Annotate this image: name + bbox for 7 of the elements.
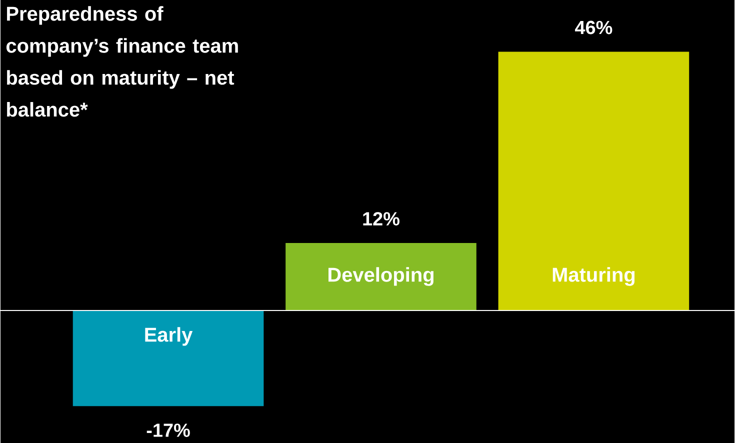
- data-label: 12%: [363, 212, 400, 226]
- x-tick-label: Early: [145, 326, 193, 346]
- x-tick-label: Maturing: [552, 266, 635, 286]
- chart-title: Preparedness of company’s finance team based on maturity – net balance*: [6, 6, 238, 117]
- data-label: 46%: [574, 20, 612, 34]
- x-tick-label: Developing: [328, 266, 434, 286]
- data-label: -17%: [146, 423, 190, 437]
